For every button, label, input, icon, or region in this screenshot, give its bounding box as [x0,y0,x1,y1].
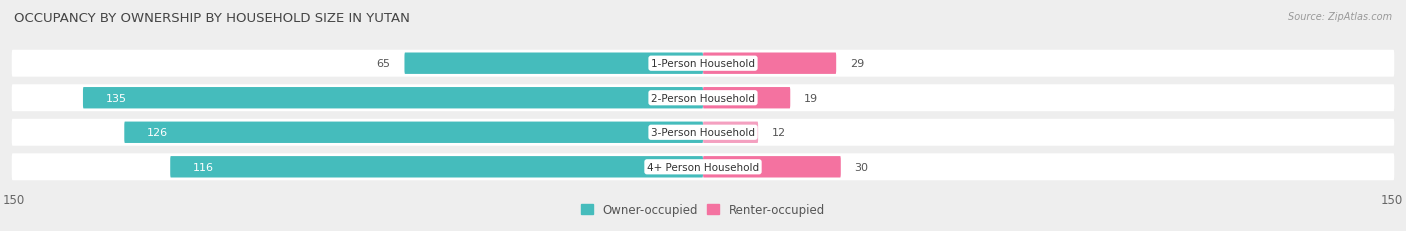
Text: OCCUPANCY BY OWNERSHIP BY HOUSEHOLD SIZE IN YUTAN: OCCUPANCY BY OWNERSHIP BY HOUSEHOLD SIZE… [14,12,411,24]
FancyBboxPatch shape [703,156,841,178]
Text: 65: 65 [377,59,391,69]
Text: 29: 29 [851,59,865,69]
Text: 2-Person Household: 2-Person Household [651,93,755,103]
Legend: Owner-occupied, Renter-occupied: Owner-occupied, Renter-occupied [581,203,825,216]
FancyBboxPatch shape [83,88,703,109]
FancyBboxPatch shape [11,154,1395,180]
FancyBboxPatch shape [703,53,837,75]
Text: 126: 126 [148,128,169,138]
FancyBboxPatch shape [11,85,1395,112]
Text: 3-Person Household: 3-Person Household [651,128,755,138]
Text: 135: 135 [105,93,127,103]
FancyBboxPatch shape [405,53,703,75]
FancyBboxPatch shape [11,51,1395,77]
FancyBboxPatch shape [11,119,1395,146]
FancyBboxPatch shape [124,122,703,143]
Text: Source: ZipAtlas.com: Source: ZipAtlas.com [1288,12,1392,21]
FancyBboxPatch shape [703,122,758,143]
Text: 4+ Person Household: 4+ Person Household [647,162,759,172]
Text: 12: 12 [772,128,786,138]
FancyBboxPatch shape [170,156,703,178]
Text: 116: 116 [193,162,214,172]
Text: 30: 30 [855,162,869,172]
Text: 1-Person Household: 1-Person Household [651,59,755,69]
FancyBboxPatch shape [703,88,790,109]
Text: 19: 19 [804,93,818,103]
